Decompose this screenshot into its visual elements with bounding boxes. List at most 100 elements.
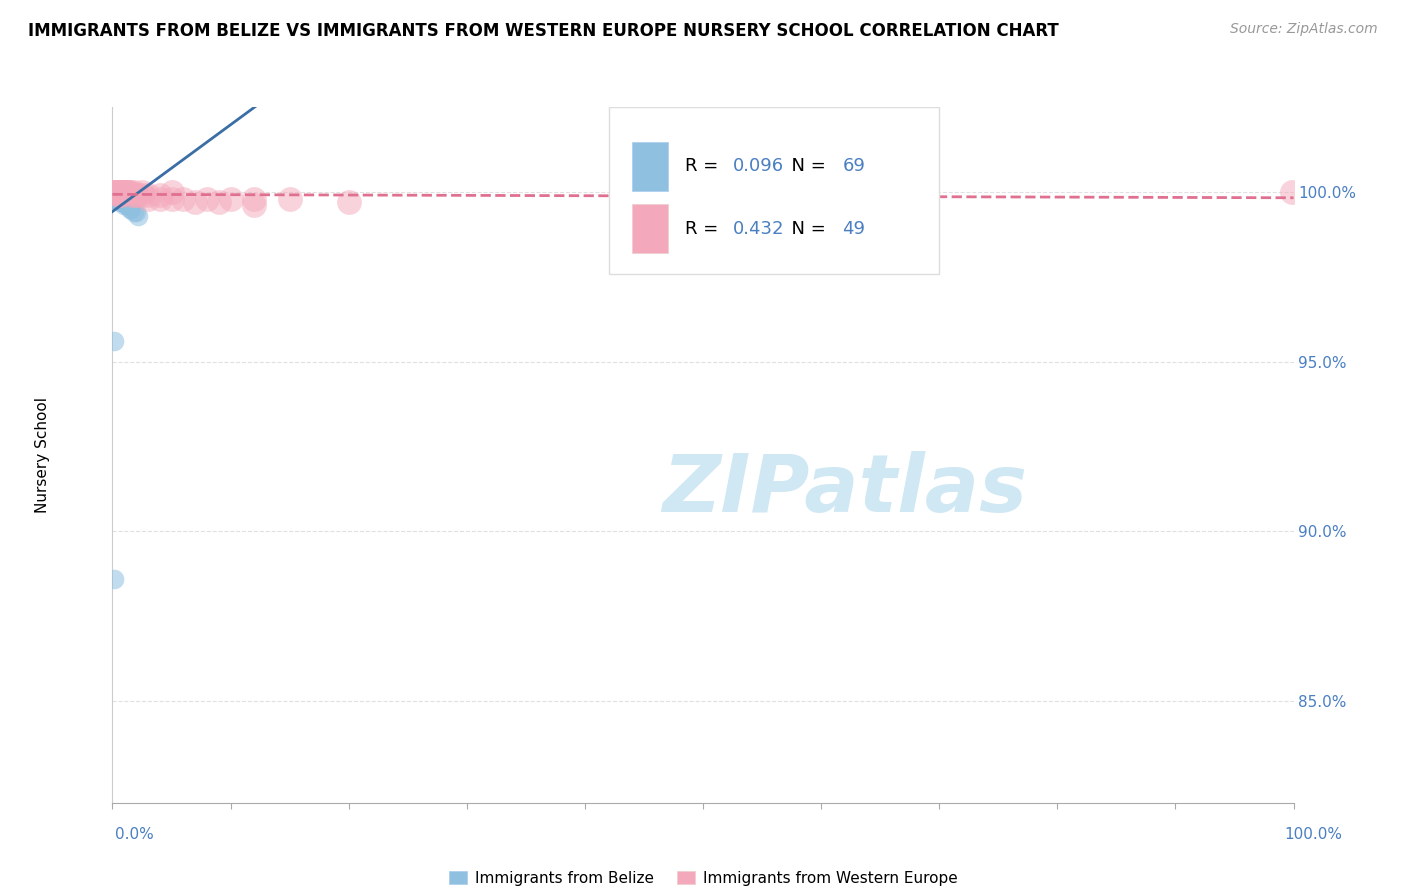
Point xyxy=(110,188,132,202)
FancyBboxPatch shape xyxy=(633,204,668,253)
Point xyxy=(112,192,135,206)
Point xyxy=(243,198,266,212)
Point xyxy=(105,188,128,202)
Text: 49: 49 xyxy=(842,219,865,238)
Legend: Immigrants from Belize, Immigrants from Western Europe: Immigrants from Belize, Immigrants from … xyxy=(449,871,957,886)
Point xyxy=(108,188,131,202)
Point xyxy=(337,195,360,210)
Point xyxy=(243,192,266,206)
Point xyxy=(105,185,128,199)
Point xyxy=(122,185,145,199)
Point xyxy=(103,185,125,199)
Point xyxy=(105,185,128,199)
FancyBboxPatch shape xyxy=(609,107,939,274)
Point xyxy=(120,185,142,199)
Point xyxy=(112,195,135,210)
Point xyxy=(107,192,129,206)
Point xyxy=(105,188,128,202)
Point xyxy=(107,188,129,202)
Point xyxy=(131,185,153,199)
Point xyxy=(278,192,301,206)
Point xyxy=(118,185,141,199)
Point xyxy=(114,185,136,199)
Point xyxy=(112,195,135,210)
Point xyxy=(103,185,125,199)
Point xyxy=(105,185,128,199)
Point xyxy=(115,185,138,199)
Point xyxy=(105,192,128,206)
Point xyxy=(136,188,159,202)
Point xyxy=(107,185,129,199)
Point xyxy=(107,192,129,206)
Point xyxy=(114,195,136,210)
Point xyxy=(112,185,135,199)
Point xyxy=(120,202,142,216)
Point xyxy=(105,188,128,202)
Point xyxy=(114,195,136,210)
Point xyxy=(112,195,135,210)
Text: N =: N = xyxy=(780,157,831,175)
Point xyxy=(105,185,128,199)
Point xyxy=(112,185,135,199)
Point xyxy=(208,195,231,210)
Point xyxy=(111,192,134,206)
Point xyxy=(110,192,132,206)
Point xyxy=(107,188,129,202)
Point xyxy=(105,185,128,199)
Text: N =: N = xyxy=(780,219,831,238)
Point xyxy=(120,188,142,202)
Point xyxy=(195,192,218,206)
Text: ZIPatlas: ZIPatlas xyxy=(662,450,1028,529)
Point xyxy=(107,185,129,199)
Point xyxy=(110,185,132,199)
Point xyxy=(112,198,135,212)
Point xyxy=(110,192,132,206)
Point xyxy=(104,185,127,199)
Point xyxy=(172,192,194,206)
Point xyxy=(110,188,132,202)
Point xyxy=(105,185,128,199)
Text: Source: ZipAtlas.com: Source: ZipAtlas.com xyxy=(1230,22,1378,37)
Text: 0.0%: 0.0% xyxy=(115,827,155,841)
Point xyxy=(107,188,129,202)
Point xyxy=(104,192,127,206)
Point xyxy=(112,185,135,199)
Point xyxy=(105,192,128,206)
Point xyxy=(149,192,172,206)
Point xyxy=(125,205,148,219)
Point xyxy=(103,188,125,202)
Point xyxy=(105,185,128,199)
Point xyxy=(105,192,128,206)
Point xyxy=(105,185,128,199)
Point xyxy=(103,185,125,199)
Point xyxy=(105,188,128,202)
Point xyxy=(112,195,135,210)
Point xyxy=(108,192,131,206)
Point xyxy=(105,188,128,202)
Point xyxy=(122,205,145,219)
Text: Nursery School: Nursery School xyxy=(35,397,49,513)
Text: 69: 69 xyxy=(842,157,865,175)
Point xyxy=(104,185,127,199)
Point xyxy=(110,192,132,206)
Point xyxy=(120,202,142,216)
Point xyxy=(127,209,149,223)
Point xyxy=(111,192,134,206)
Text: 0.432: 0.432 xyxy=(733,219,785,238)
Point xyxy=(108,188,131,202)
Point xyxy=(103,334,125,349)
Point xyxy=(105,185,128,199)
Point xyxy=(160,192,183,206)
Text: 100.0%: 100.0% xyxy=(1285,827,1343,841)
Point xyxy=(107,185,129,199)
Text: R =: R = xyxy=(685,157,724,175)
Text: IMMIGRANTS FROM BELIZE VS IMMIGRANTS FROM WESTERN EUROPE NURSERY SCHOOL CORRELAT: IMMIGRANTS FROM BELIZE VS IMMIGRANTS FRO… xyxy=(28,22,1059,40)
Point xyxy=(160,185,183,199)
Point xyxy=(107,188,129,202)
Point xyxy=(1281,185,1303,199)
Point xyxy=(219,192,242,206)
Point xyxy=(110,185,132,199)
Point xyxy=(104,188,127,202)
Point xyxy=(115,198,138,212)
Point xyxy=(111,185,134,199)
